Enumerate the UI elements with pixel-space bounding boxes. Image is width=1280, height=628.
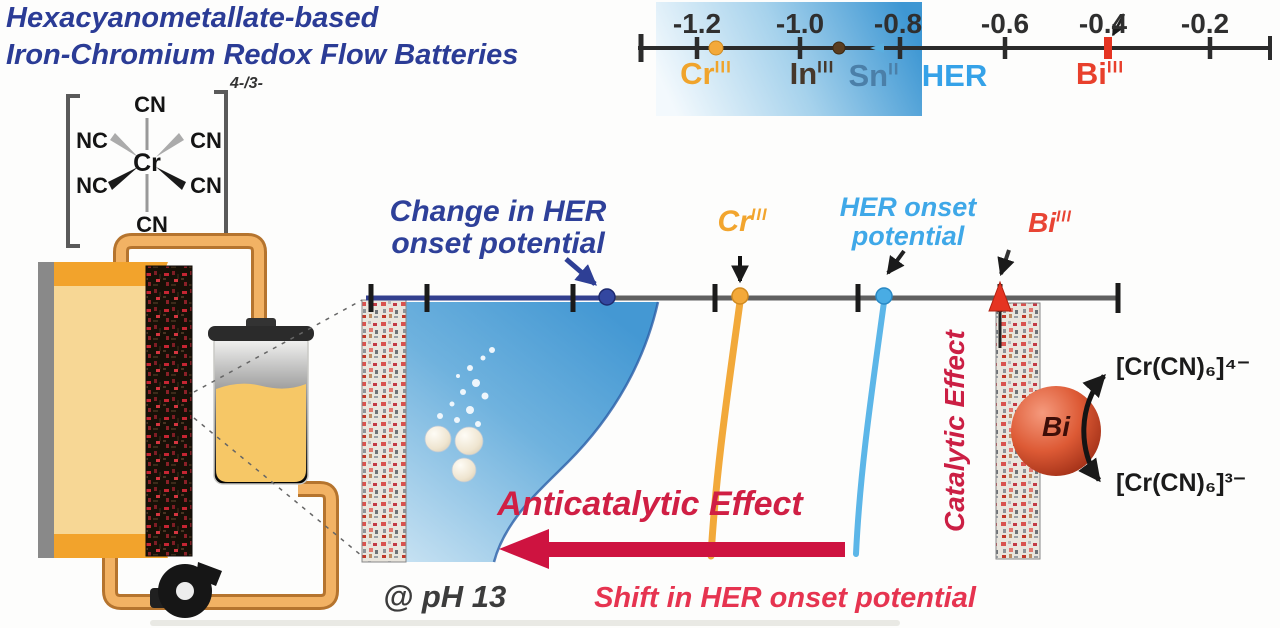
- bond-lower-right: [156, 167, 186, 190]
- flow-battery: [38, 233, 363, 618]
- annotation-her-onset: HER onset potential: [839, 192, 977, 251]
- scale-marker-cr: [708, 40, 724, 56]
- scale-tick-label-4: -0.4: [1078, 8, 1128, 39]
- her-annotation-arrow: [886, 249, 906, 275]
- cell-bottom-cap: [54, 534, 168, 558]
- bond-upper-left: [110, 133, 138, 157]
- ligand-top: CN: [134, 92, 166, 117]
- annotation-bi: BiIII: [1028, 207, 1072, 238]
- scale-tick-label-3: -0.6: [980, 8, 1030, 39]
- marker-her-shifted: [598, 288, 616, 306]
- tank-lid: [208, 326, 314, 341]
- anticatalytic-arrow: [499, 529, 845, 569]
- complex-structure: CN NC CN NC CN CN Cr 4-/3-: [66, 75, 263, 248]
- bond-upper-right: [156, 133, 184, 157]
- couple-oxidized-label: [Cr(CN)₆]³⁻: [1116, 469, 1247, 497]
- title-line-1: Hexacyanometallate-based: [6, 2, 379, 34]
- couple-reduced-label: [Cr(CN)₆]⁴⁻: [1116, 353, 1251, 381]
- ligand-lower-right: CN: [190, 173, 222, 198]
- marker-bi-triangle: [988, 280, 1012, 312]
- bi-sphere-label: Bi: [1042, 411, 1070, 442]
- annotation-cr: CrIII: [717, 205, 768, 238]
- ligand-upper-left: NC: [76, 128, 108, 153]
- catalytic-effect-label: Catalytic Effect: [939, 330, 970, 532]
- scale-tick-label-2: -0.8: [873, 8, 923, 39]
- scale-marker-in: [832, 41, 846, 55]
- main-axis: [366, 283, 1121, 313]
- cell-top-cap: [54, 262, 168, 286]
- electrolyte-liquid: [216, 383, 306, 482]
- complex-center-atom: Cr: [133, 149, 161, 177]
- her-onset-curve-navy: [492, 301, 660, 563]
- title-line-2: Iron-Chromium Redox Flow Batteries: [6, 39, 519, 71]
- magnified-panel: [361, 249, 1121, 569]
- hydrogen-bubbles: [424, 347, 495, 483]
- cr-onset-curve: [707, 298, 744, 560]
- potential-scale: [638, 2, 1272, 116]
- ligand-bottom: CN: [136, 212, 168, 237]
- electrolyte-tank: [208, 318, 314, 485]
- bi-annotation-arrow: [997, 249, 1015, 277]
- anticatalytic-effect-label: Anticatalytic Effect: [497, 485, 803, 523]
- zoom-guide-lines: [193, 299, 363, 557]
- carbon-felt-electrode: [145, 265, 193, 557]
- species-label-in: InIII: [789, 56, 835, 91]
- scale-tick-label-5: -0.2: [1180, 8, 1230, 39]
- scale-ticks: [694, 37, 1213, 59]
- ligand-upper-right: CN: [190, 128, 222, 153]
- species-label-her: HER: [921, 58, 988, 93]
- species-label-cr: CrIII: [680, 56, 732, 91]
- redox-cycle-arrow: [1078, 373, 1106, 483]
- species-label-sn: SnII: [848, 58, 900, 93]
- ligand-lower-left: NC: [76, 173, 108, 198]
- scale-bi-arrow: [1111, 13, 1126, 37]
- electrode-strip-left: [361, 299, 407, 563]
- bond-lower-left: [108, 167, 138, 190]
- bracket-left: [66, 94, 80, 248]
- pump: [150, 562, 222, 618]
- ph-label: @ pH 13: [383, 579, 507, 614]
- her-suppression-region: [656, 2, 922, 116]
- marker-her: [875, 287, 893, 305]
- cell-body: [54, 262, 154, 558]
- tubing: [102, 233, 339, 610]
- shift-label: Shift in HER onset potential: [594, 582, 976, 614]
- complex-charge: 4-/3-: [229, 75, 263, 92]
- change-annotation-arrow: [564, 257, 597, 286]
- scale-marker-sn: [870, 43, 884, 53]
- marker-cr: [731, 287, 749, 305]
- bracket-right: [214, 90, 228, 244]
- scale-tick-label-1: -1.0: [775, 8, 825, 39]
- end-plate: [38, 262, 54, 558]
- her-onset-curve-blue: [853, 299, 887, 557]
- species-label-bi: BiIII: [1075, 56, 1125, 91]
- scale-marker-bi: [1104, 37, 1112, 59]
- scale-tick-label-0: -1.2: [672, 8, 722, 39]
- ground-shadow: [150, 620, 900, 626]
- annotation-change-in-her: Change in HER onset potential: [389, 195, 607, 260]
